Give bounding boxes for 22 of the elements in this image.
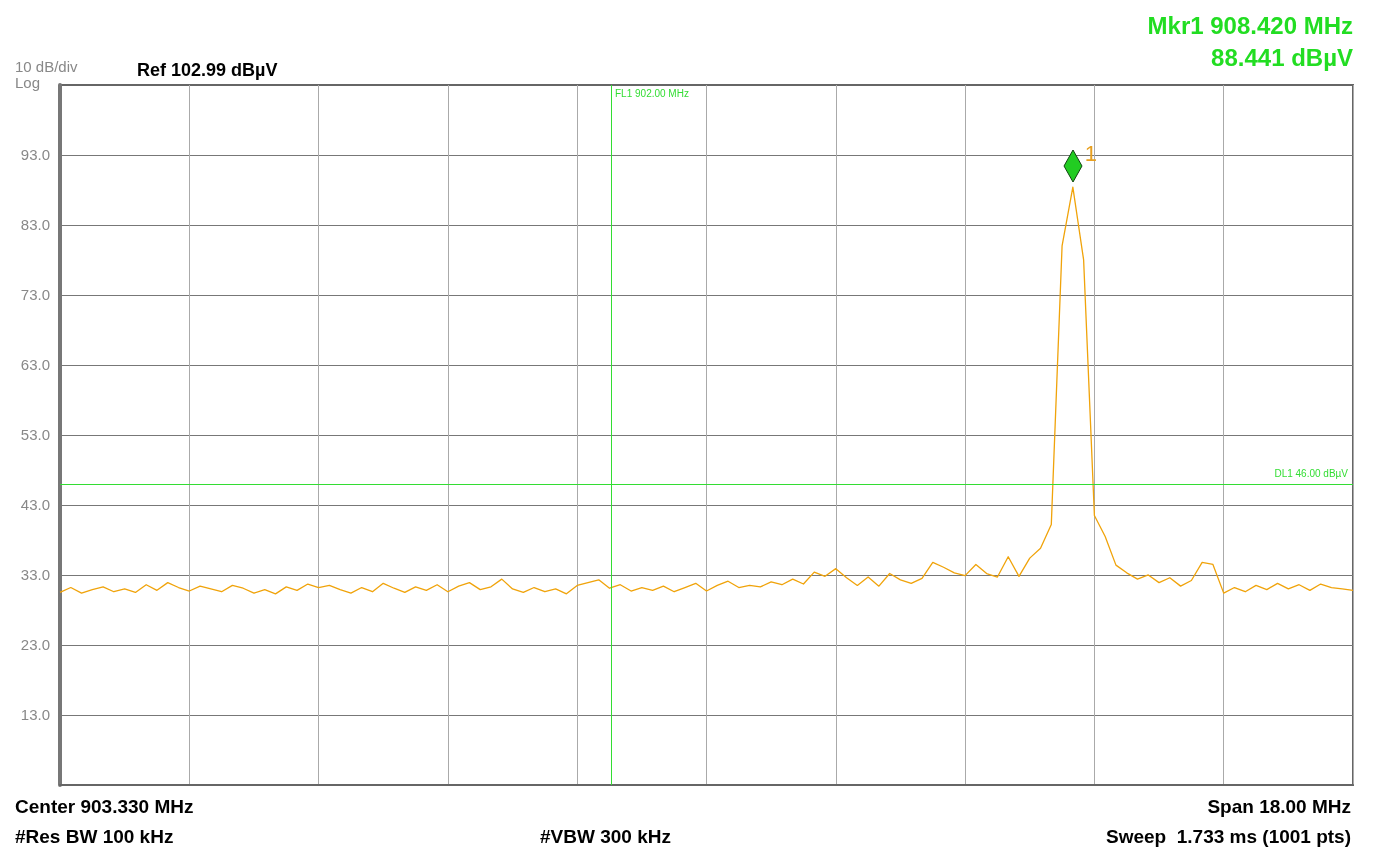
y-tick-label: 73.0 xyxy=(20,286,50,304)
y-tick-label: 23.0 xyxy=(20,636,50,654)
text: Center 903.330 MHz xyxy=(15,796,194,817)
text: #VBW 300 kHz xyxy=(540,826,671,847)
text: Span 18.00 MHz xyxy=(1207,796,1352,817)
chart-title: Ref 102.99 dBµV xyxy=(137,60,278,80)
y-tick-label: 13.0 xyxy=(20,706,50,724)
y-tick-label: 33.0 xyxy=(20,566,50,584)
y-tick-label: 43.0 xyxy=(20,496,50,514)
y-tick-label: 53.0 xyxy=(20,426,50,444)
line-series xyxy=(59,186,1354,595)
text: 10 dB/div xyxy=(15,58,79,75)
text: Mkr1 908.420 MHz xyxy=(1147,11,1354,39)
text: #Res BW 100 kHz xyxy=(15,826,174,847)
y-tick-label: 63.0 xyxy=(20,356,50,374)
text: Sweep 1.733 ms (1001 pts) xyxy=(1105,826,1351,847)
ref-line-label: DL1 46.00 dBµV xyxy=(1274,468,1349,480)
text: Log xyxy=(15,74,41,91)
y-tick-label: 93.0 xyxy=(20,146,50,164)
annotation: FL1 902.00 MHz xyxy=(615,88,689,99)
text: 88.441 dBµV xyxy=(1211,43,1353,71)
y-tick-label: 83.0 xyxy=(20,216,50,234)
